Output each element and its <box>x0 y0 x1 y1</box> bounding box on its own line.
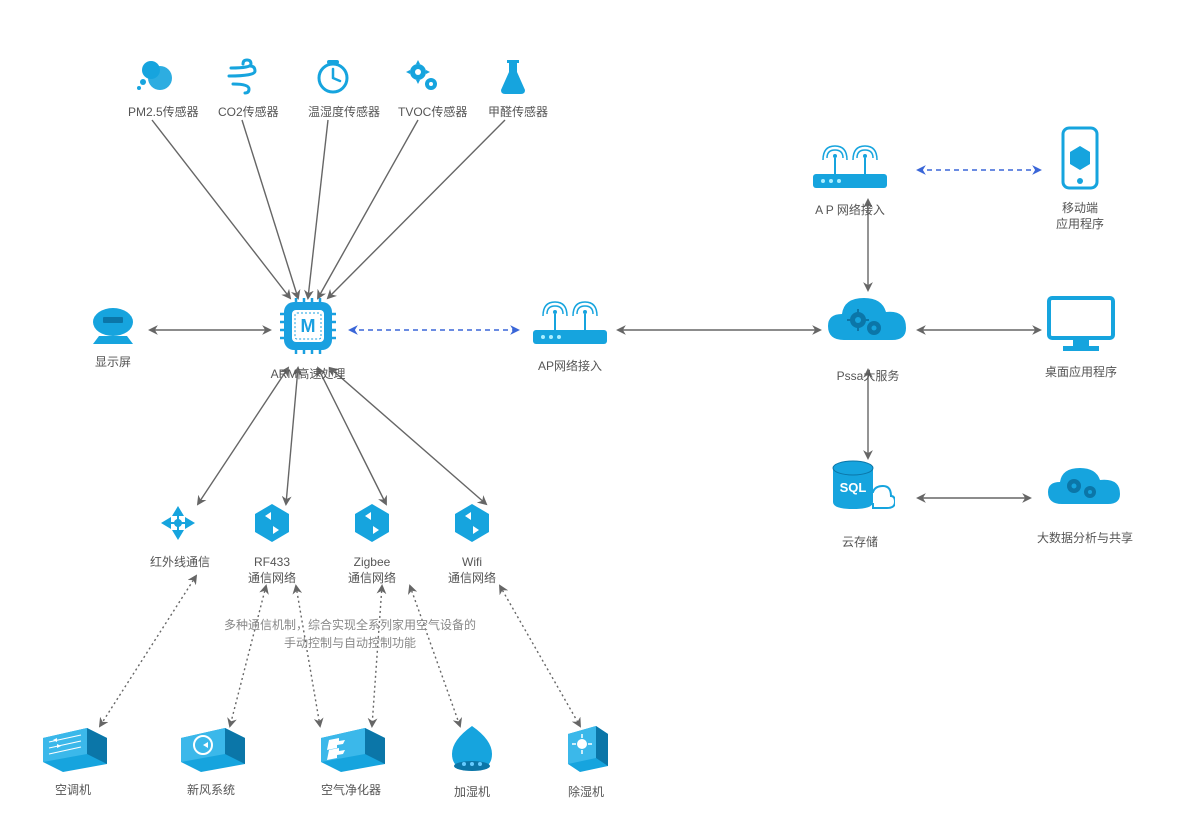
cloud-gears-icon <box>820 290 916 360</box>
display-icon <box>85 302 141 346</box>
label: 显示屏 <box>78 355 148 371</box>
sensor-temp: 温湿度传感器 <box>308 56 358 121</box>
sensor-hcho: 甲醛传感器 <box>488 56 538 121</box>
node-sql: SQL 云存储 <box>820 456 900 551</box>
label: RF433通信网络 <box>244 555 300 586</box>
device-freshair: 新风系统 <box>166 720 256 799</box>
particle-icon <box>133 56 173 96</box>
ventilation-3d-icon <box>171 720 251 774</box>
humidifier-icon <box>442 720 502 776</box>
device-dehumid: 除湿机 <box>546 720 626 801</box>
node-arm: M ARM高速处理 <box>268 294 348 383</box>
node-mobile: 移动端应用程序 <box>1040 126 1120 232</box>
sensor-tvoc: TVOC传感器 <box>398 56 448 121</box>
label: 移动端应用程序 <box>1040 201 1120 232</box>
connections-layer <box>0 0 1179 839</box>
device-humidifier: 加湿机 <box>432 720 512 801</box>
sensor-pm25: PM2.5传感器 <box>128 56 178 121</box>
sensor-co2: CO2传感器 <box>218 56 268 121</box>
node-ap2: A P 网络接入 <box>800 140 900 219</box>
comm-wifi: Wifi通信网络 <box>444 500 500 586</box>
label: Wifi通信网络 <box>444 555 500 586</box>
svg-text:M: M <box>301 316 316 336</box>
label: TVOC传感器 <box>398 105 448 121</box>
node-bigdata: 大数据分析与共享 <box>1030 458 1140 547</box>
label: 空气净化器 <box>306 783 396 799</box>
label: 除湿机 <box>546 785 626 801</box>
node-ap1: AP网络接入 <box>520 296 620 375</box>
chip-icon: M <box>276 294 340 358</box>
label: 桌面应用程序 <box>1036 365 1126 381</box>
label: 云存储 <box>820 535 900 551</box>
node-desktop: 桌面应用程序 <box>1036 292 1126 381</box>
router-icon <box>805 140 895 194</box>
device-purifier: 空气净化器 <box>306 720 396 799</box>
phone-icon <box>1057 126 1103 192</box>
label: Pssa大服务 <box>818 369 918 385</box>
hexagon-network-icon <box>449 500 495 546</box>
description-text: 多种通信机制，综合实现全系列家用空气设备的手动控制与自动控制功能 <box>220 616 480 652</box>
label: CO2传感器 <box>218 105 268 121</box>
node-cloud: Pssa大服务 <box>818 290 918 385</box>
label: 红外线通信 <box>150 555 206 571</box>
database-icon: SQL <box>825 456 895 526</box>
ac-3d-icon <box>33 720 113 774</box>
label: PM2.5传感器 <box>128 105 178 121</box>
label: 加湿机 <box>432 785 512 801</box>
dehumidifier-3d-icon <box>556 720 616 776</box>
gears-icon <box>403 56 443 96</box>
comm-ir: 红外线通信 <box>150 500 206 571</box>
label: A P 网络接入 <box>800 203 900 219</box>
label: ARM高速处理 <box>268 367 348 383</box>
label: 空调机 <box>28 783 118 799</box>
router-icon <box>525 296 615 350</box>
hexagon-network-icon <box>249 500 295 546</box>
clock-icon <box>313 56 353 96</box>
purifier-3d-icon <box>311 720 391 774</box>
infrared-icon <box>155 500 201 546</box>
label: 温湿度传感器 <box>308 105 358 121</box>
node-display: 显示屏 <box>78 302 148 371</box>
svg-text:SQL: SQL <box>840 480 867 495</box>
flask-icon <box>493 56 533 96</box>
comm-zigbee: Zigbee通信网络 <box>344 500 400 586</box>
label: 新风系统 <box>166 783 256 799</box>
label: AP网络接入 <box>520 359 620 375</box>
label: 甲醛传感器 <box>488 105 538 121</box>
hexagon-network-icon <box>349 500 395 546</box>
label: Zigbee通信网络 <box>344 555 400 586</box>
label: 大数据分析与共享 <box>1030 531 1140 547</box>
wind-icon <box>223 56 263 96</box>
monitor-icon <box>1043 292 1119 356</box>
comm-rf433: RF433通信网络 <box>244 500 300 586</box>
cloud-gears-icon <box>1040 458 1130 522</box>
device-ac: 空调机 <box>28 720 118 799</box>
